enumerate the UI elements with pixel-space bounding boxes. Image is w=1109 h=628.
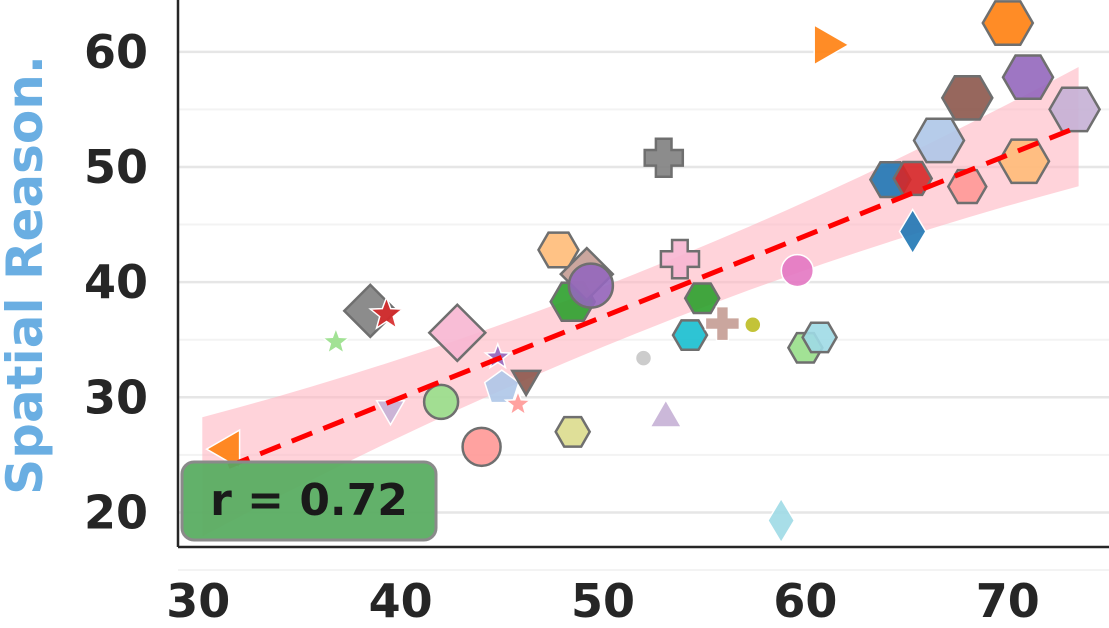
y-tick-label: 50: [84, 140, 148, 194]
x-tick-label: 60: [773, 574, 837, 628]
data-point-star: [503, 389, 533, 417]
data-point-hexagon: [940, 74, 994, 121]
data-point-diamond: [427, 303, 488, 363]
axes: [176, 0, 1109, 549]
y-tick-labels: 20 30 40 50 60: [84, 25, 148, 540]
x-tick-label: 30: [166, 574, 230, 628]
data-point-circle: [780, 253, 815, 288]
data-point-pentagon: [483, 369, 520, 404]
data-point-triangle-right: [813, 23, 851, 67]
data-point-hexagon: [946, 168, 988, 205]
data-point-hexagon: [554, 415, 592, 448]
y-tick-label: 40: [84, 255, 148, 309]
y-axis-title: Spatial Reason.: [0, 55, 54, 495]
data-point-x: [643, 137, 685, 179]
data-point-hexagon: [981, 0, 1035, 46]
data-point-hexagon: [1048, 86, 1102, 133]
data-point-star: [368, 295, 405, 330]
data-point-hexagon: [912, 117, 966, 164]
correlation-box: [180, 460, 438, 542]
y-tick-label: 30: [84, 370, 148, 424]
data-point-x: [659, 238, 701, 280]
data-point-triangle-left: [205, 428, 241, 470]
x-tick-labels: 30 40 50 60 70: [166, 574, 1040, 628]
data-point-hexagon: [1001, 54, 1055, 101]
data-point-hexagon: [683, 282, 721, 315]
data-point-circle: [422, 383, 460, 421]
data-point-circle: [744, 315, 762, 334]
trend-line: [227, 124, 1080, 469]
x-tick-label: 40: [369, 574, 433, 628]
data-point-star: [320, 325, 352, 356]
data-point-triangle-up: [648, 398, 683, 428]
data-point-circle: [461, 426, 502, 468]
data-point-plus: [704, 305, 741, 342]
correlation-annotation: r = 0.72: [180, 460, 438, 542]
x-tick-label: 50: [571, 574, 635, 628]
y-tick-label: 20: [84, 485, 148, 539]
data-point-hexagon: [671, 319, 709, 352]
data-point-triangle-down: [510, 369, 543, 398]
correlation-label: r = 0.72: [210, 475, 408, 526]
data-point-circle: [634, 349, 653, 367]
data-point-hexagon: [892, 160, 934, 197]
data-point-circle: [567, 262, 615, 309]
data-point-thin-diamond: [898, 208, 927, 255]
x-tick-label: 70: [976, 574, 1040, 628]
y-tick-label: 60: [84, 25, 148, 79]
data-point-thin-diamond: [767, 497, 796, 544]
data-points: [205, 0, 1102, 544]
data-point-hexagon: [997, 138, 1051, 185]
data-point-star: [483, 341, 513, 370]
data-point-hexagon: [801, 321, 839, 354]
